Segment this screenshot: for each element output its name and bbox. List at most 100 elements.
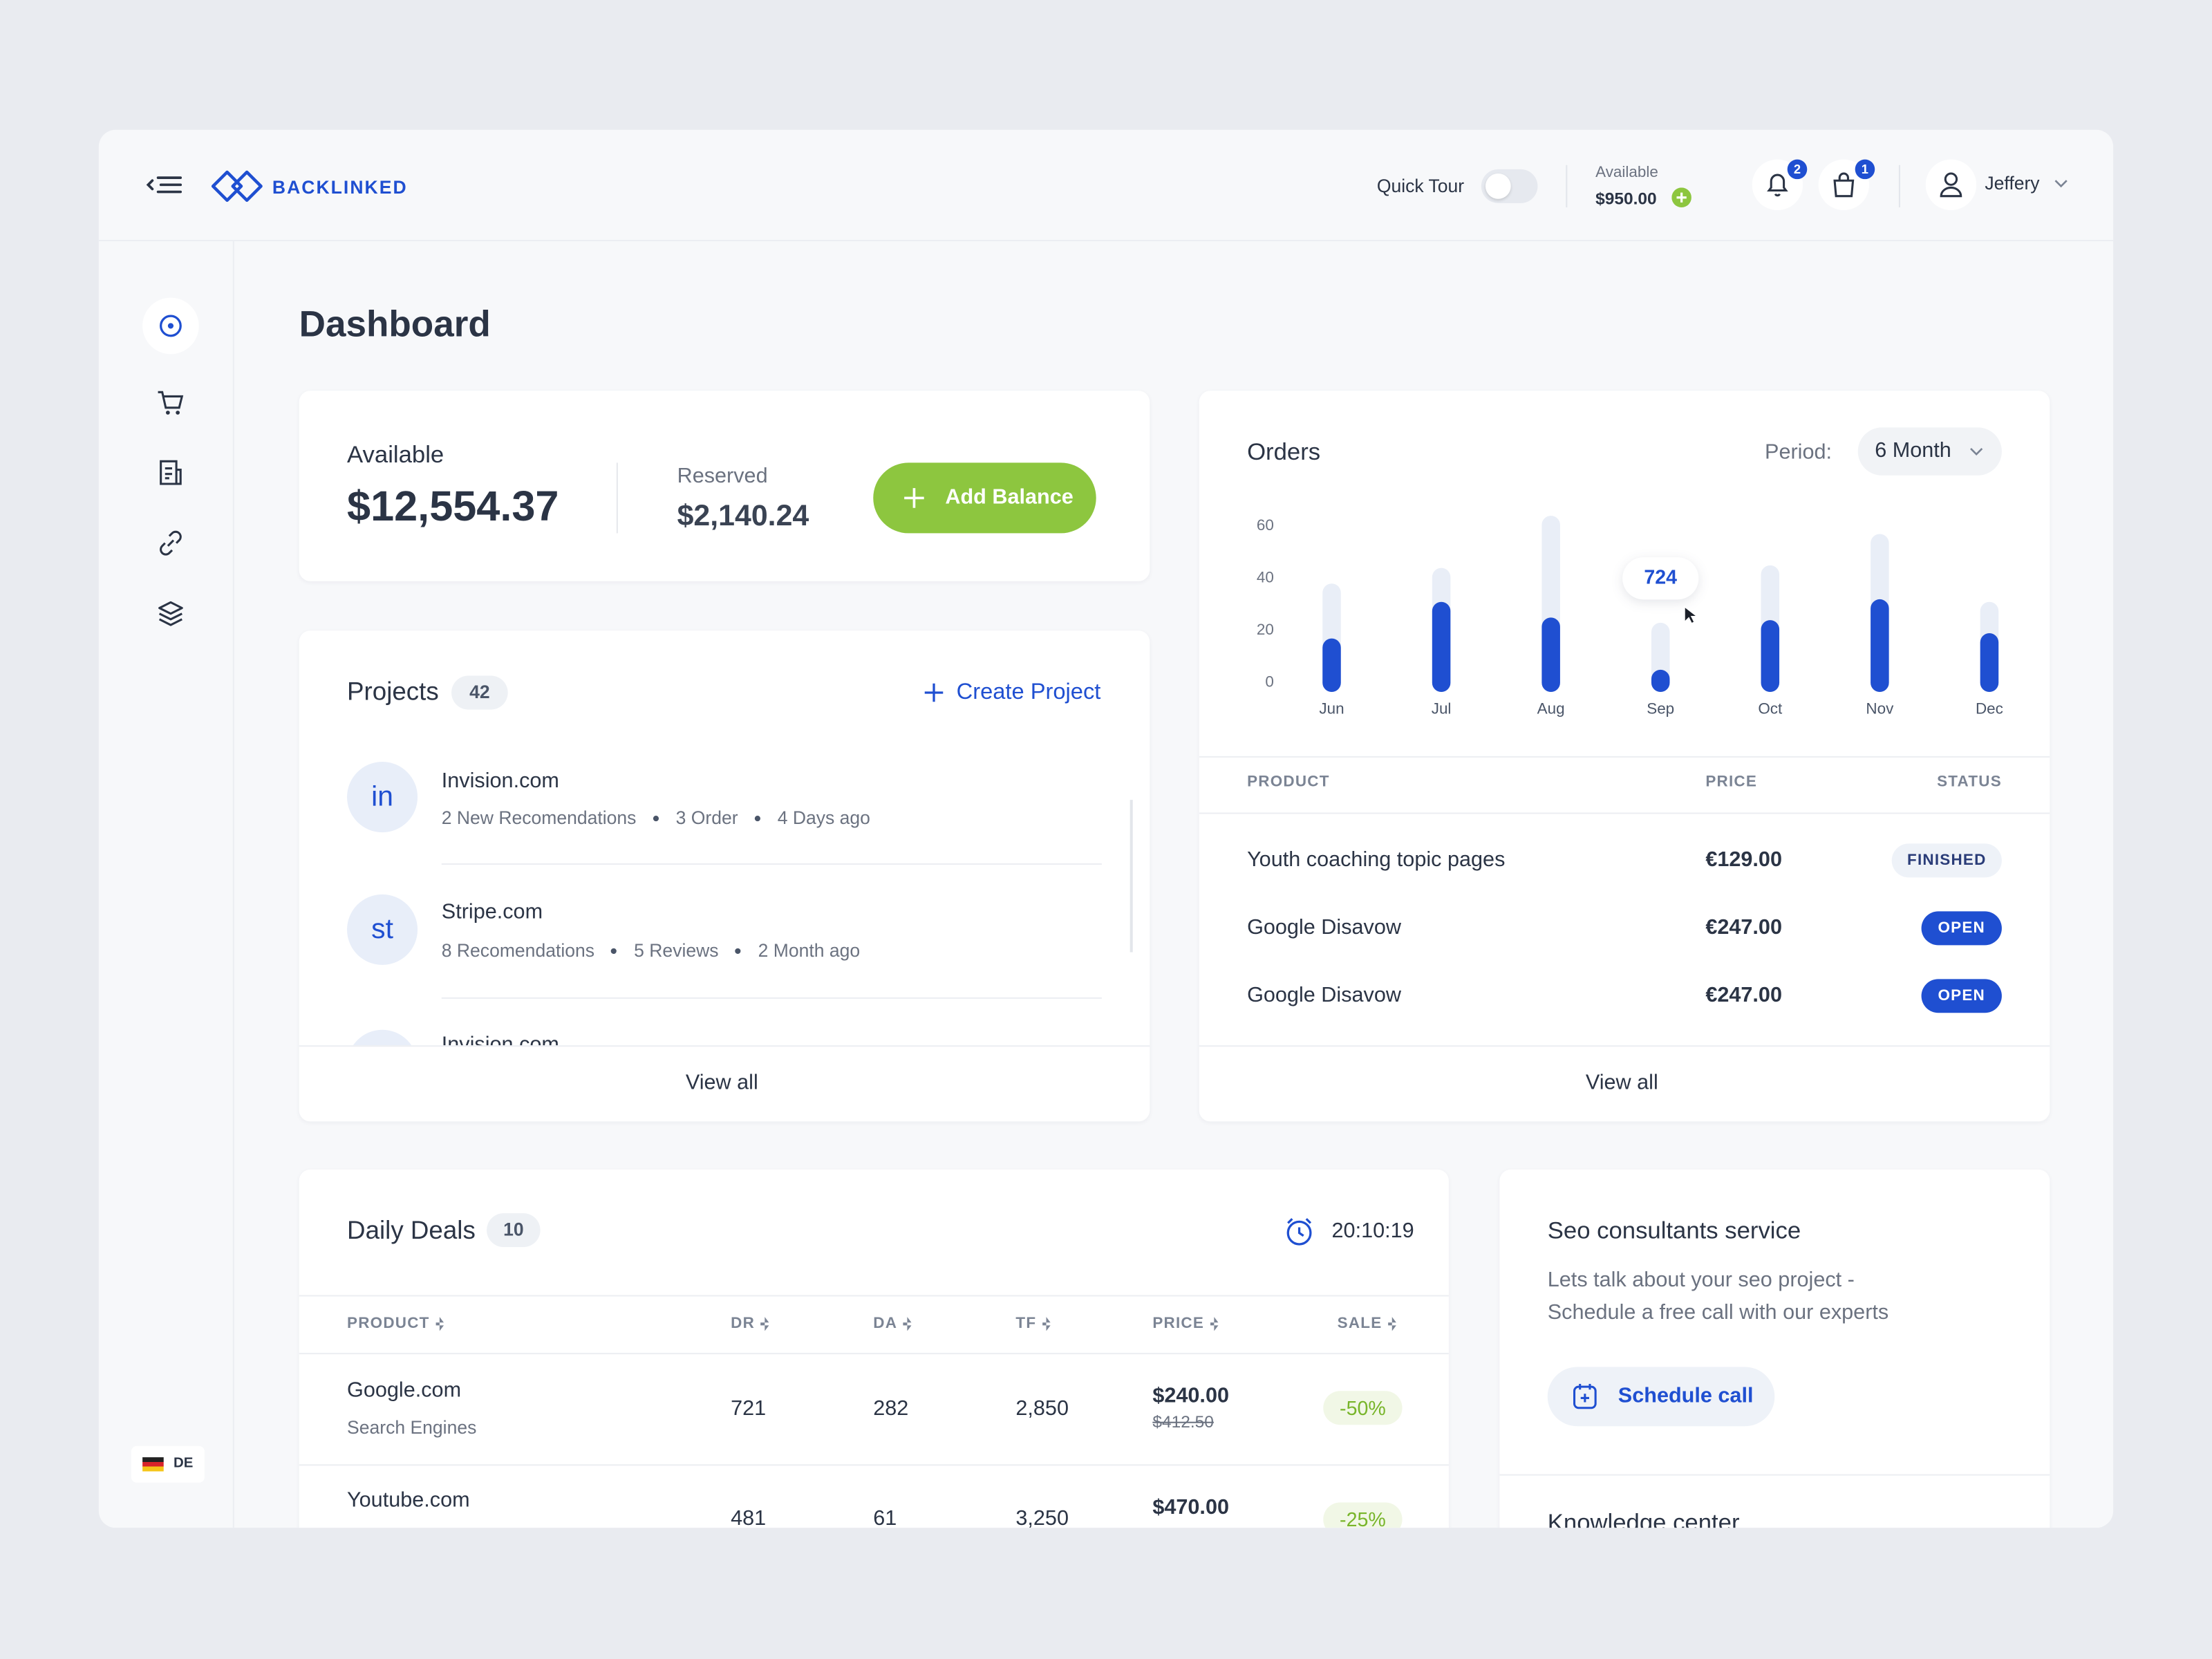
seo-card bbox=[1499, 1169, 2050, 1528]
header-text: TF bbox=[1015, 1315, 1037, 1333]
deals-timer: 20:10:19 bbox=[1331, 1219, 1414, 1243]
header-text: DR bbox=[731, 1315, 756, 1333]
meta-item: 2 Month ago bbox=[719, 940, 861, 962]
cart-badge: 1 bbox=[1855, 159, 1875, 180]
add-funds[interactable] bbox=[1671, 187, 1691, 207]
sidebar bbox=[99, 241, 234, 1528]
footer-divider bbox=[1199, 1045, 2050, 1047]
deal-product[interactable]: Google.com bbox=[347, 1378, 462, 1403]
language-code: DE bbox=[174, 1456, 194, 1472]
table-divider bbox=[1199, 812, 2050, 814]
add-balance-button[interactable]: Add Balance bbox=[873, 462, 1096, 534]
order-price: €247.00 bbox=[1705, 915, 1783, 940]
seo-text: Schedule a free call with our experts bbox=[1547, 1300, 1889, 1325]
bar bbox=[1761, 620, 1780, 693]
deal-category: Search Engines bbox=[347, 1416, 477, 1438]
project-name[interactable]: Invision.com bbox=[441, 1032, 559, 1046]
view-all[interactable]: View all bbox=[685, 1070, 758, 1095]
y-tick-label: 0 bbox=[1265, 673, 1273, 691]
nav-reports[interactable] bbox=[155, 457, 186, 488]
projects-title: Projects bbox=[347, 677, 439, 706]
sort-icon bbox=[1210, 1317, 1219, 1331]
table-header: STATUS bbox=[1937, 774, 2002, 791]
table-header[interactable]: DR bbox=[731, 1315, 769, 1334]
table-header[interactable]: SALE bbox=[1338, 1315, 1396, 1334]
reserved-amount: $2,140.24 bbox=[677, 500, 809, 533]
period-label: Period: bbox=[1765, 440, 1833, 465]
sort-icon bbox=[1387, 1317, 1396, 1331]
project-avatar: in bbox=[347, 762, 418, 833]
create-project[interactable]: Create Project bbox=[956, 680, 1101, 705]
bar bbox=[1541, 617, 1560, 693]
table-header: PRICE bbox=[1705, 774, 1758, 791]
tooltip: 724 bbox=[1622, 557, 1699, 600]
chevron bbox=[1970, 448, 1983, 456]
deal-price: $240.00 bbox=[1152, 1384, 1230, 1408]
available-label: Available bbox=[1595, 164, 1658, 182]
sort-icon bbox=[435, 1317, 444, 1331]
nav-orders[interactable] bbox=[155, 386, 186, 418]
x-tick-label: Sep bbox=[1647, 700, 1674, 717]
order-price: €129.00 bbox=[1705, 847, 1783, 872]
scrollbar[interactable] bbox=[1130, 800, 1133, 953]
cursor bbox=[1684, 605, 1699, 625]
table-header[interactable]: DA bbox=[873, 1315, 912, 1334]
y-tick-label: 60 bbox=[1257, 516, 1274, 534]
y-tick-label: 40 bbox=[1257, 569, 1274, 586]
order-product: Google Disavow bbox=[1247, 983, 1401, 1008]
project-meta: 8 Recomendations 5 Reviews 2 Month ago bbox=[442, 940, 860, 962]
sort-icon bbox=[1042, 1317, 1051, 1331]
page-title: Dashboard bbox=[299, 302, 491, 345]
language-switch[interactable]: DE bbox=[131, 1445, 205, 1483]
y-tick-label: 20 bbox=[1257, 621, 1274, 638]
orders-title: Orders bbox=[1247, 438, 1321, 466]
plus-icon bbox=[904, 488, 924, 508]
status-pill: OPEN bbox=[1921, 979, 2002, 1013]
user-chevron bbox=[2054, 180, 2068, 188]
user-avatar[interactable] bbox=[1925, 159, 1977, 211]
table-header[interactable]: PRODUCT bbox=[347, 1315, 444, 1334]
table-divider bbox=[299, 1353, 1449, 1355]
meta-item: 5 Reviews bbox=[594, 940, 718, 962]
table-header[interactable]: TF bbox=[1015, 1315, 1051, 1334]
schedule-call-button[interactable]: Schedule call bbox=[1547, 1367, 1775, 1427]
flag bbox=[142, 1457, 164, 1472]
table-header[interactable]: PRICE bbox=[1152, 1315, 1219, 1334]
period-select[interactable]: 6 Month bbox=[1857, 427, 2002, 476]
orders-chart: 0 20 40 60 Jun Jul Aug Sep Oct Nov Dec 724 bbox=[1257, 516, 2003, 717]
status-pill: OPEN bbox=[1921, 911, 2002, 946]
available-label: Available bbox=[347, 441, 444, 469]
menu-toggle[interactable] bbox=[144, 172, 186, 200]
order-price: €247.00 bbox=[1705, 983, 1783, 1008]
deal-price: $470.00 bbox=[1152, 1495, 1230, 1519]
meta-item: 3 Order bbox=[636, 807, 738, 829]
user-name[interactable]: Jeffery bbox=[1985, 172, 2040, 194]
nav-dashboard[interactable] bbox=[141, 297, 200, 356]
header-text: PRODUCT bbox=[347, 1315, 430, 1333]
seo-text: Lets talk about your seo project - bbox=[1547, 1268, 1855, 1293]
bar bbox=[1322, 638, 1341, 693]
available-amount: $950.00 bbox=[1595, 189, 1657, 209]
deals-count: 10 bbox=[487, 1213, 541, 1248]
reserved-label: Reserved bbox=[677, 464, 768, 489]
deal-product[interactable]: Youtube.com bbox=[347, 1488, 470, 1512]
quick-tour-toggle[interactable] bbox=[1481, 169, 1538, 203]
deal-da: 282 bbox=[873, 1396, 909, 1421]
calendar-icon bbox=[1573, 1384, 1597, 1409]
nav-links[interactable] bbox=[155, 527, 186, 559]
view-all[interactable]: View all bbox=[1585, 1070, 1658, 1095]
project-name[interactable]: Stripe.com bbox=[441, 900, 543, 924]
quick-tour-label: Quick Tour bbox=[1376, 175, 1465, 197]
knowledge-title: Knowledge center bbox=[1547, 1509, 1740, 1528]
project-name[interactable]: Invision.com bbox=[441, 769, 559, 793]
bar bbox=[1871, 599, 1889, 693]
seo-title: Seo consultants service bbox=[1547, 1217, 1801, 1244]
footer-divider bbox=[299, 1045, 1150, 1047]
divider bbox=[1566, 165, 1568, 207]
nav-layers[interactable] bbox=[155, 598, 186, 629]
plus-icon bbox=[924, 683, 944, 702]
timer-icon bbox=[1286, 1218, 1312, 1246]
header-text: PRICE bbox=[1152, 1315, 1205, 1333]
